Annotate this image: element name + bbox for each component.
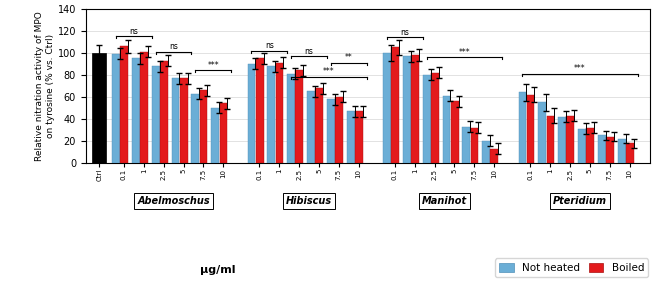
- Bar: [618, 139, 626, 163]
- Bar: [451, 101, 459, 163]
- Bar: [490, 149, 498, 163]
- Bar: [626, 143, 634, 163]
- Text: **: **: [345, 53, 352, 62]
- Bar: [411, 55, 419, 163]
- Bar: [132, 58, 140, 163]
- Bar: [482, 141, 490, 163]
- Bar: [471, 128, 478, 163]
- Bar: [519, 93, 526, 163]
- Bar: [566, 116, 574, 163]
- Bar: [200, 90, 207, 163]
- Bar: [431, 73, 439, 163]
- Bar: [346, 111, 354, 163]
- Text: μg/ml: μg/ml: [200, 265, 236, 275]
- Bar: [256, 58, 263, 163]
- Bar: [335, 97, 343, 163]
- Text: ***: ***: [574, 64, 586, 73]
- Bar: [180, 78, 187, 163]
- Bar: [558, 117, 566, 163]
- Bar: [355, 111, 363, 163]
- Bar: [140, 52, 148, 163]
- Bar: [152, 66, 160, 163]
- Bar: [403, 56, 411, 163]
- Legend: Not heated, Boiled: Not heated, Boiled: [495, 258, 648, 277]
- Bar: [443, 96, 450, 163]
- Bar: [586, 128, 594, 163]
- Bar: [598, 135, 606, 163]
- Bar: [220, 104, 227, 163]
- Text: Abelmoschus: Abelmoschus: [137, 196, 210, 206]
- Text: ns: ns: [129, 27, 139, 36]
- Bar: [383, 53, 391, 163]
- Bar: [160, 61, 168, 163]
- Text: ***: ***: [323, 68, 335, 77]
- Bar: [327, 99, 335, 163]
- Text: ***: ***: [207, 61, 219, 70]
- Bar: [391, 47, 399, 163]
- Bar: [92, 53, 106, 163]
- Text: ns: ns: [265, 41, 274, 50]
- Bar: [248, 64, 255, 163]
- Bar: [112, 54, 120, 163]
- Bar: [287, 74, 295, 163]
- Bar: [307, 91, 315, 163]
- Text: Pteridium: Pteridium: [553, 196, 607, 206]
- Text: ns: ns: [305, 47, 314, 56]
- Text: ns: ns: [401, 28, 409, 37]
- Text: Hibiscus: Hibiscus: [286, 196, 332, 206]
- Bar: [546, 116, 554, 163]
- Bar: [578, 129, 586, 163]
- Text: ns: ns: [169, 42, 178, 51]
- Y-axis label: Relative nitration activity of MPO
on tyrosine (% vs. Ctrl): Relative nitration activity of MPO on ty…: [36, 11, 55, 161]
- Bar: [267, 66, 275, 163]
- Bar: [211, 108, 219, 163]
- Bar: [120, 46, 128, 163]
- Text: Manihot: Manihot: [422, 196, 467, 206]
- Bar: [191, 94, 199, 163]
- Bar: [606, 136, 614, 163]
- Bar: [315, 88, 323, 163]
- Bar: [463, 127, 470, 163]
- Text: ***: ***: [459, 48, 470, 57]
- Bar: [527, 95, 535, 163]
- Bar: [539, 102, 546, 163]
- Bar: [172, 78, 180, 163]
- Bar: [296, 70, 303, 163]
- Bar: [423, 75, 430, 163]
- Bar: [276, 63, 283, 163]
